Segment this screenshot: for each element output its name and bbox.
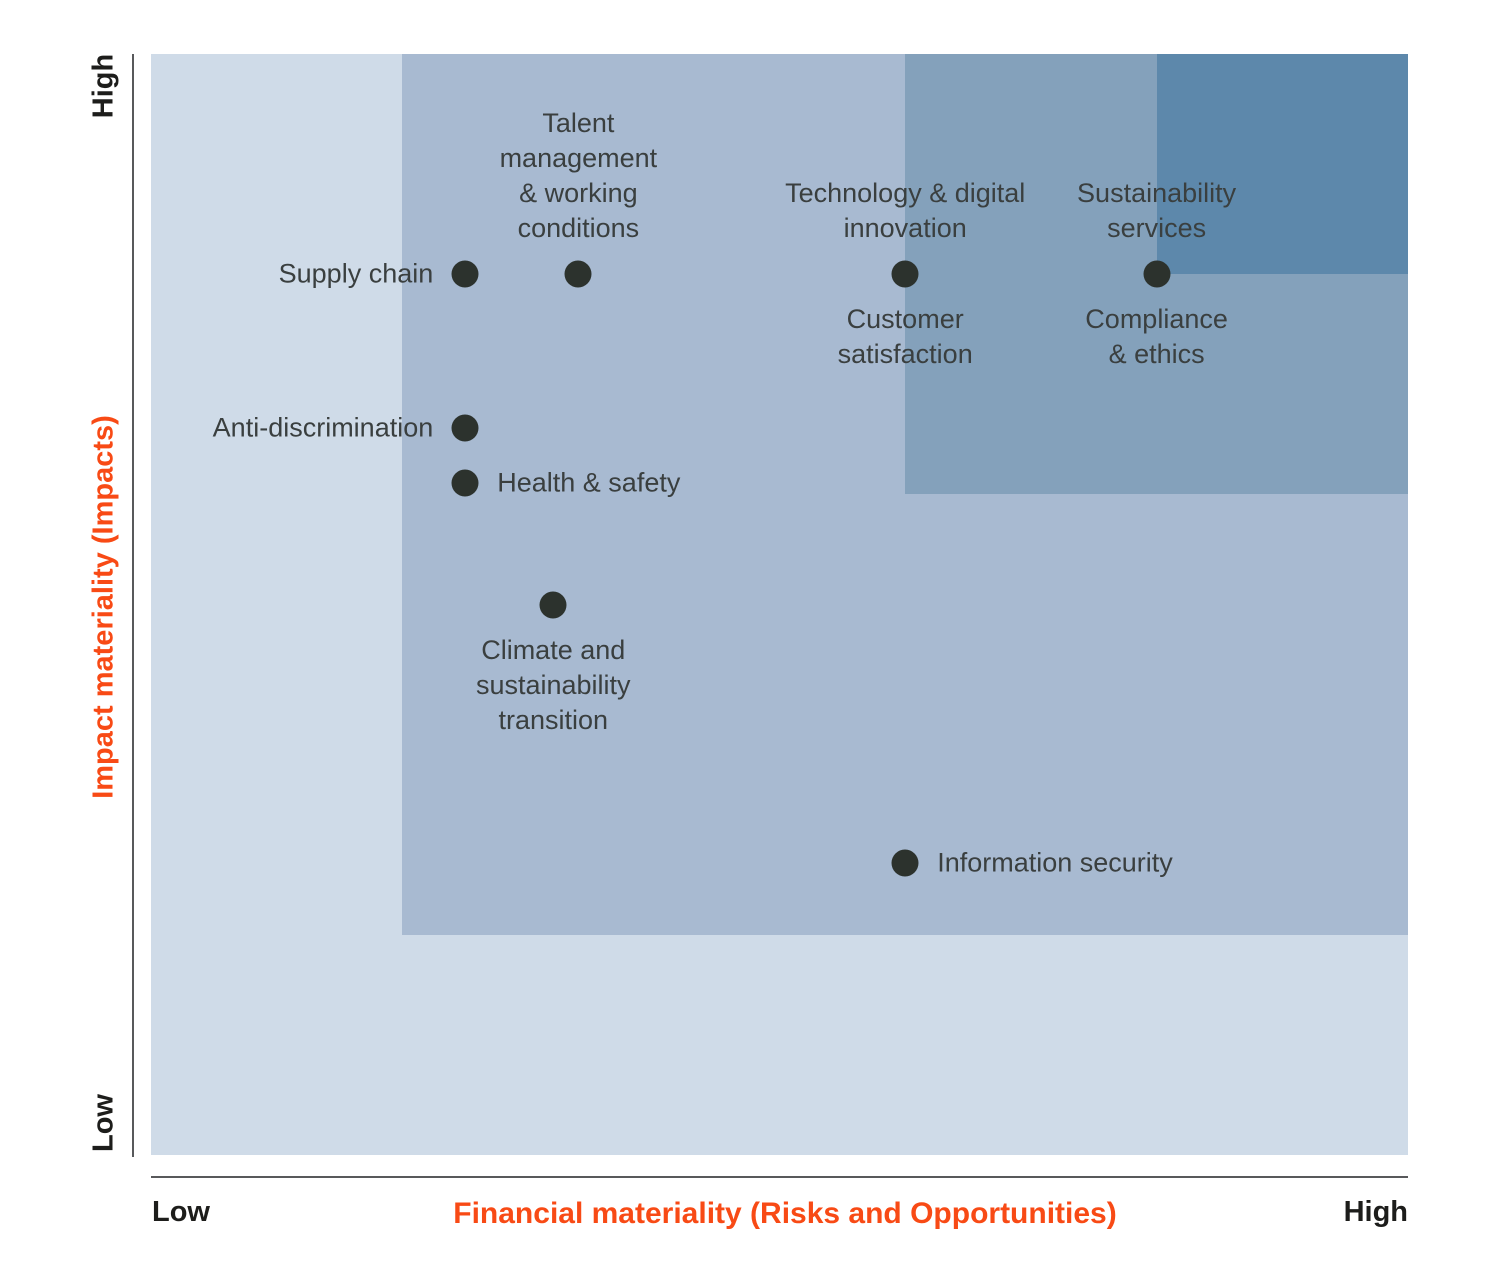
label-sustainability-services: Sustainability services — [1077, 178, 1237, 244]
x-axis-title: Financial materiality (Risks and Opportu… — [453, 1197, 1117, 1230]
dot-climate-sustainability-transition — [539, 591, 567, 618]
x-axis-line — [151, 1176, 1408, 1178]
dot-health-safety — [451, 469, 479, 497]
dot-sustainability-services — [1143, 260, 1171, 288]
label-talent-management: Talent management & working conditions — [499, 108, 658, 244]
label-anti-discrimination: Anti-discrimination — [212, 412, 434, 443]
plot-area: Supply chain Talent management & working … — [151, 54, 1408, 1155]
dot-technology-digital-innovation — [891, 260, 919, 288]
x-axis-high-label: High — [1343, 1196, 1408, 1228]
band-very-high — [1156, 54, 1408, 275]
y-axis-title: Impact materiality (Impacts) — [87, 415, 120, 799]
dot-anti-discrimination — [451, 414, 479, 442]
y-axis-line — [132, 54, 134, 1157]
dot-information-security — [891, 849, 919, 877]
label-health-safety: Health & safety — [497, 467, 681, 498]
label-technology-digital-innovation: Technology & digital innovation — [785, 178, 1026, 244]
dot-talent-management — [564, 260, 592, 288]
y-axis-high-label: High — [87, 53, 120, 119]
label-information-security: Information security — [937, 847, 1173, 878]
label-customer-satisfaction: Customer satisfaction — [837, 304, 973, 370]
x-axis-low-label: Low — [152, 1196, 210, 1228]
label-supply-chain: Supply chain — [278, 258, 434, 289]
dot-supply-chain — [451, 260, 479, 288]
y-axis-low-label: Low — [87, 1094, 120, 1152]
label-climate-sustainability-transition: Climate and sustainability transition — [475, 634, 631, 735]
label-compliance-ethics: Compliance & ethics — [1085, 304, 1228, 370]
